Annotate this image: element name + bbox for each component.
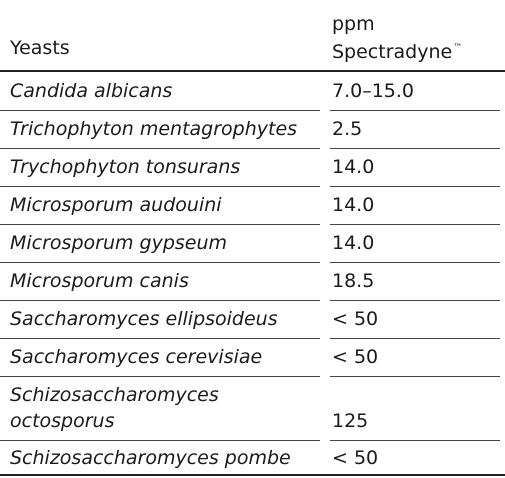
table-row: Trichophyton mentagrophytes 2.5 [0,110,505,148]
yeast-name: Saccharomyces ellipsoideus [10,308,278,330]
row-divider [330,338,500,339]
yeast-name: Trychophyton tonsurans [10,156,241,178]
ppm-value: 14.0 [332,194,375,216]
yeast-name: Microsporum audouini [10,194,222,216]
table-header: Yeasts ppm Spectradyne™ [0,0,505,72]
yeast-name: Candida albicans [10,80,173,102]
trademark-symbol: ™ [453,43,463,53]
ppm-value: 7.0–15.0 [332,80,415,102]
header-ppm: ppm [332,13,375,35]
header-spectradyne: Spectradyne™ [332,36,462,64]
table-row: Schizosaccharomyces pombe < 50 [0,440,505,478]
table-row: Microsporum canis 18.5 [0,262,505,300]
row-divider [0,148,320,149]
table-row: Saccharomyces ellipsoideus < 50 [0,300,505,338]
table-row: Saccharomyces cerevisiae < 50 [0,338,505,376]
header-yeasts: Yeasts [10,37,70,59]
row-divider [0,300,320,301]
yeast-name: Schizosaccharomyces pombe [10,447,291,469]
row-divider [0,224,320,225]
row-divider [0,186,320,187]
yeast-name: Microsporum canis [10,270,189,292]
row-divider [0,440,320,441]
ppm-value: 18.5 [332,270,375,292]
header-ppm-spectradyne: ppm Spectradyne™ [332,12,462,64]
yeast-name: Trichophyton mentagrophytes [10,118,298,140]
header-spectradyne-text: Spectradyne [332,41,453,63]
row-divider [0,110,320,111]
table-bottom-rule [0,474,505,476]
ppm-value: 2.5 [332,118,363,140]
row-divider [330,300,500,301]
ppm-value: < 50 [332,447,379,469]
row-divider [0,262,320,263]
ppm-value: 14.0 [332,156,375,178]
row-divider [330,148,500,149]
row-divider [330,376,500,377]
yeast-name: Schizosaccharomyces octosporus [10,384,219,432]
table-row: Schizosaccharomyces octosporus 125 [0,376,505,440]
table-row: Candida albicans 7.0–15.0 [0,72,505,110]
row-divider [0,376,320,377]
table-row: Microsporum audouini 14.0 [0,186,505,224]
yeast-name: Microsporum gypseum [10,232,228,254]
table-row: Trychophyton tonsurans 14.0 [0,148,505,186]
table-row: Microsporum gypseum 14.0 [0,224,505,262]
ppm-value: < 50 [332,308,379,330]
yeast-name: Saccharomyces cerevisiae [10,346,263,368]
ppm-value: < 50 [332,346,379,368]
ppm-value: 125 [332,410,369,432]
row-divider [330,110,500,111]
row-divider [330,440,500,441]
ppm-value: 14.0 [332,232,375,254]
row-divider [330,186,500,187]
row-divider [330,262,500,263]
row-divider [330,224,500,225]
row-divider [0,338,320,339]
